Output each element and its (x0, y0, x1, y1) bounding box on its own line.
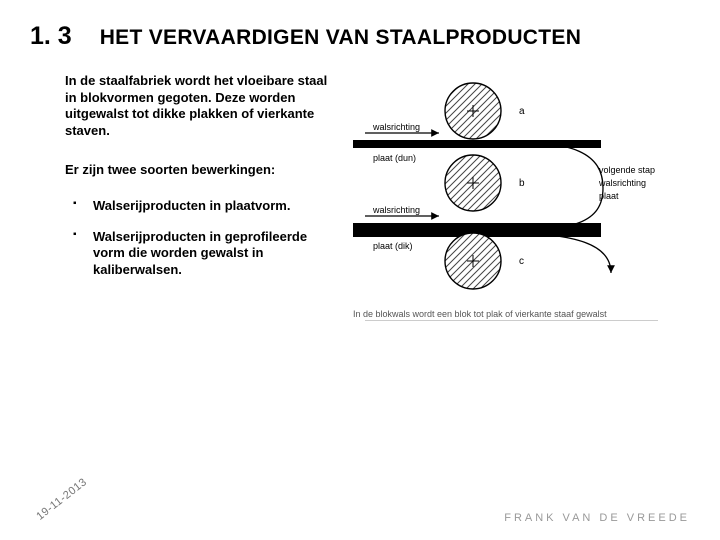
bullet-list: Walserijproducten in plaatvorm. Walserij… (65, 198, 335, 279)
svg-text:c: c (519, 256, 524, 267)
title-row: 1. 3 HET VERVAARDIGEN VAN STAALPRODUCTEN (30, 22, 690, 51)
roller-diagram: a b c walsrichting plaat (dun) walsrichting pl… (353, 73, 683, 303)
roller-svg: a b c walsrichting plaat (dun) walsrichting pl… (353, 73, 683, 303)
svg-text:volgende stap: volgende stap (599, 165, 655, 175)
divider-line (365, 320, 658, 321)
svg-text:walsrichting: walsrichting (598, 178, 646, 188)
section-number: 1. 3 (30, 22, 72, 51)
slide: 1. 3 HET VERVAARDIGEN VAN STAALPRODUCTEN… (0, 0, 720, 540)
svg-text:a: a (519, 106, 525, 117)
footer: 19-11-2013 FRANK VAN DE VREEDE (0, 512, 720, 524)
list-item: Walserijproducten in geprofileerde vorm … (73, 229, 335, 279)
svg-text:walsrichting: walsrichting (372, 122, 420, 132)
svg-text:b: b (519, 178, 525, 189)
content: In de staalfabriek wordt het vloeibare s… (65, 73, 690, 319)
svg-text:plaat (dun): plaat (dun) (373, 153, 416, 163)
svg-text:walsrichting: walsrichting (372, 205, 420, 215)
text-column: In de staalfabriek wordt het vloeibare s… (65, 73, 335, 319)
paragraph-2: Er zijn twee soorten bewerkingen: (65, 162, 335, 179)
diagram-caption: In de blokwals wordt een blok tot plak o… (353, 309, 690, 319)
diagram-column: a b c walsrichting plaat (dun) walsrichting pl… (353, 73, 690, 319)
section-title: HET VERVAARDIGEN VAN STAALPRODUCTEN (100, 26, 581, 50)
svg-text:plaat (dik): plaat (dik) (373, 241, 413, 251)
paragraph-1: In de staalfabriek wordt het vloeibare s… (65, 73, 335, 140)
svg-text:plaat: plaat (599, 191, 619, 201)
list-item: Walserijproducten in plaatvorm. (73, 198, 335, 215)
footer-author: FRANK VAN DE VREEDE (504, 512, 690, 524)
footer-date: 19-11-2013 (34, 476, 89, 523)
